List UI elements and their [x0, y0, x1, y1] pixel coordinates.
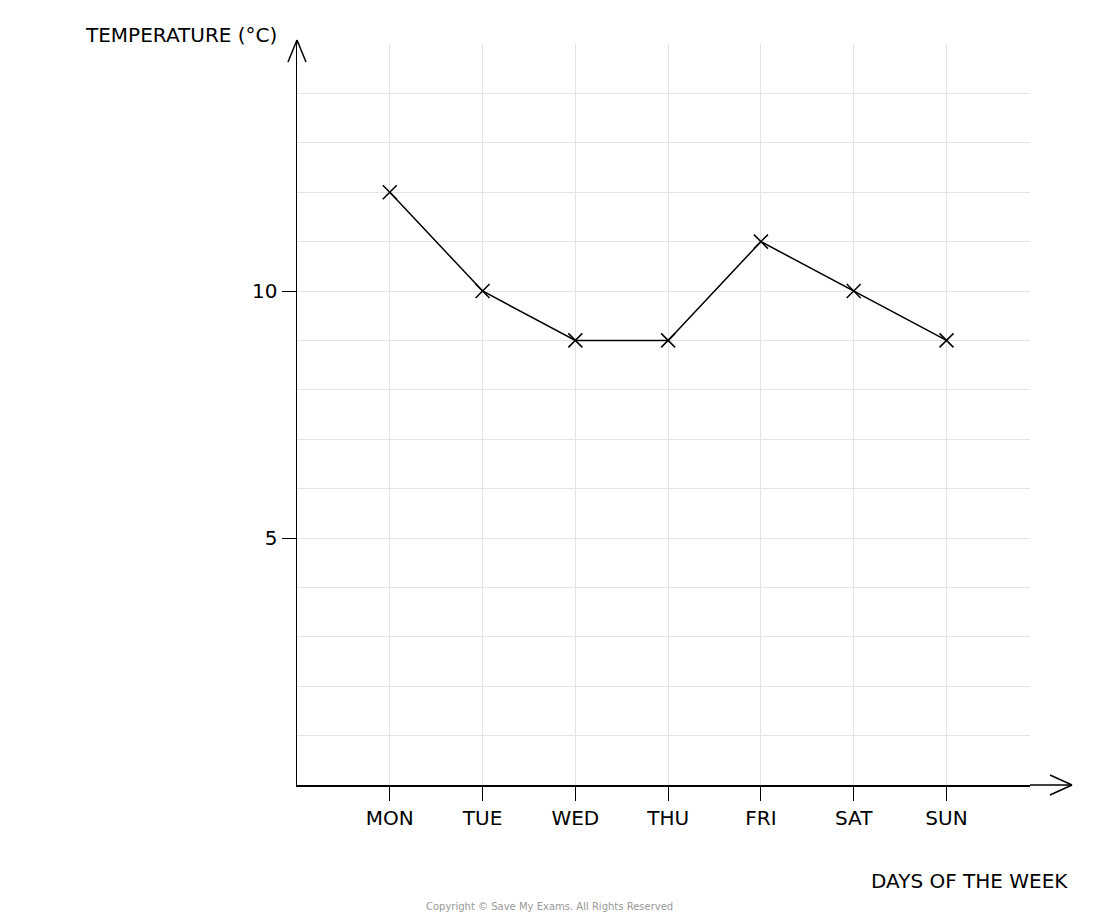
svg-text:FRI: FRI	[745, 806, 776, 830]
svg-text:THU: THU	[646, 806, 689, 830]
svg-text:WED: WED	[551, 806, 599, 830]
svg-text:MON: MON	[366, 806, 414, 830]
svg-text:SUN: SUN	[925, 806, 967, 830]
svg-text:10: 10	[252, 279, 277, 303]
svg-text:5: 5	[265, 526, 278, 550]
svg-text:TEMPERATURE (°C): TEMPERATURE (°C)	[85, 23, 277, 47]
svg-text:Copyright © Save My Exams. All: Copyright © Save My Exams. All Rights Re…	[426, 901, 673, 912]
svg-text:DAYS OF THE WEEK: DAYS OF THE WEEK	[871, 869, 1068, 893]
svg-text:SAT: SAT	[835, 806, 873, 830]
svg-text:TUE: TUE	[462, 806, 503, 830]
